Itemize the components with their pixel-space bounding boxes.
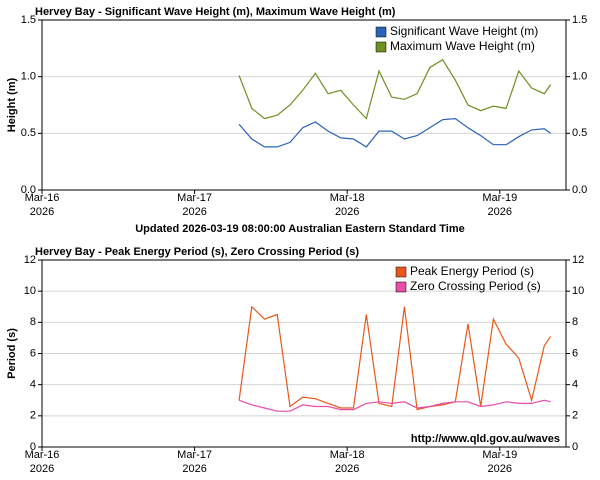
y2-tick-label: 0.0 bbox=[572, 184, 587, 196]
x-tick-label: Mar-17 bbox=[177, 449, 212, 461]
x-tick-label: Mar-16 bbox=[25, 449, 60, 461]
y-tick-label: 12 bbox=[24, 254, 36, 266]
x-tick-label: 2026 bbox=[182, 463, 206, 475]
x-tick-label: 2026 bbox=[488, 463, 512, 475]
y2-tick-label: 0.5 bbox=[572, 127, 587, 139]
legend-swatch bbox=[375, 41, 387, 53]
x-tick-label: 2026 bbox=[335, 463, 359, 475]
y2-tick-label: 10 bbox=[572, 285, 584, 297]
data-line bbox=[238, 58, 552, 120]
x-tick-label: 2026 bbox=[30, 463, 54, 475]
y-axis-label: Period (s) bbox=[6, 328, 18, 379]
chart-title: Hervey Bay - Peak Energy Period (s), Zer… bbox=[35, 246, 359, 258]
legend-swatch bbox=[395, 266, 407, 278]
y2-tick-label: 1.0 bbox=[572, 71, 587, 83]
x-tick-label: 2026 bbox=[488, 206, 512, 218]
y2-tick-label: 4 bbox=[572, 379, 578, 391]
updated-text: Updated 2026-03-19 08:00:00 Australian E… bbox=[135, 223, 465, 235]
plot-frame bbox=[41, 19, 567, 191]
legend-swatch bbox=[375, 26, 387, 38]
x-tick-label: Mar-18 bbox=[330, 192, 365, 204]
chart-title: Hervey Bay - Significant Wave Height (m)… bbox=[35, 6, 396, 18]
legend-label: Maximum Wave Height (m) bbox=[390, 39, 535, 53]
y-tick-label: 0.5 bbox=[21, 127, 36, 139]
x-tick-label: 2026 bbox=[30, 206, 54, 218]
y-tick-label: 10 bbox=[24, 285, 36, 297]
plot-frame bbox=[41, 259, 567, 448]
data-line bbox=[238, 399, 551, 412]
y2-tick-label: 12 bbox=[572, 254, 584, 266]
y-tick-label: 8 bbox=[30, 316, 36, 328]
y-tick-label: 1.5 bbox=[21, 14, 36, 26]
legend-swatch bbox=[395, 281, 407, 293]
source-annotation: http://www.qld.gov.au/waves bbox=[411, 433, 560, 445]
x-tick-label: Mar-18 bbox=[330, 449, 365, 461]
x-tick-label: 2026 bbox=[182, 206, 206, 218]
y-tick-label: 0 bbox=[30, 441, 36, 453]
y-axis-label: Height (m) bbox=[6, 77, 18, 132]
y2-tick-label: 1.5 bbox=[572, 14, 587, 26]
y2-tick-label: 8 bbox=[572, 316, 578, 328]
y-tick-label: 6 bbox=[30, 347, 36, 359]
x-tick-label: Mar-19 bbox=[482, 449, 517, 461]
y2-tick-label: 2 bbox=[572, 410, 578, 422]
y-tick-label: 4 bbox=[30, 379, 36, 391]
legend-label: Peak Energy Period (s) bbox=[410, 264, 534, 278]
data-line bbox=[238, 305, 552, 411]
legend-label: Significant Wave Height (m) bbox=[390, 24, 538, 38]
y2-tick-label: 6 bbox=[572, 347, 578, 359]
x-tick-label: 2026 bbox=[335, 206, 359, 218]
x-tick-label: Mar-17 bbox=[177, 192, 212, 204]
x-tick-label: Mar-16 bbox=[25, 192, 60, 204]
y-tick-label: 2 bbox=[30, 410, 36, 422]
y-tick-label: 1.0 bbox=[21, 71, 36, 83]
x-tick-label: Mar-19 bbox=[482, 192, 517, 204]
legend-label: Zero Crossing Period (s) bbox=[410, 279, 541, 293]
y-tick-label: 0.0 bbox=[21, 184, 36, 196]
y2-tick-label: 0 bbox=[572, 441, 578, 453]
data-line bbox=[238, 117, 551, 148]
